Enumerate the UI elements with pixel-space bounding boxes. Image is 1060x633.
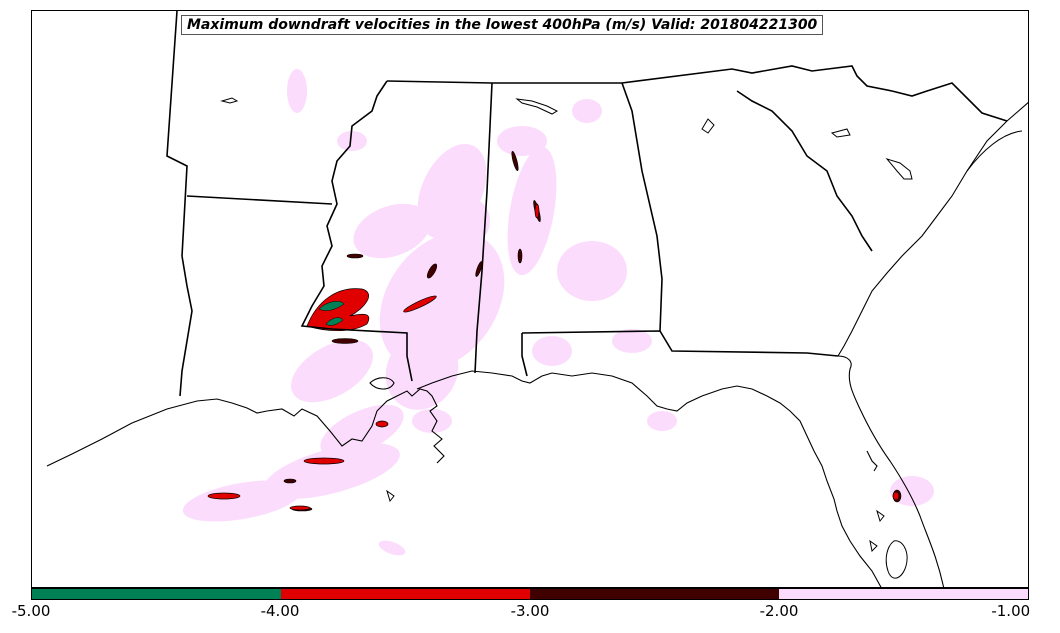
coastline: [46, 102, 1028, 587]
colorbar: [31, 588, 1029, 600]
state-borders: [166, 11, 1008, 397]
map-title: Maximum downdraft velocities in the lowe…: [181, 15, 824, 35]
colorbar-segment: [281, 589, 530, 599]
colorbar-tick-label: -5.00: [11, 602, 51, 620]
extreme-downdraft-areas: [318, 301, 345, 326]
colorbar-tick-label: -1.00: [991, 602, 1031, 620]
lakes-islands: [220, 97, 913, 579]
map-canvas: [46, 11, 1028, 587]
colorbar-tick-label: -4.00: [260, 602, 300, 620]
weak-downdraft-areas: [182, 69, 934, 556]
colorbar-segment: [530, 589, 779, 599]
map-frame: [31, 10, 1029, 588]
strong-downdraft-areas: [207, 203, 900, 511]
colorbar-tick-label: -2.00: [759, 602, 799, 620]
colorbar-tick-label: -3.00: [510, 602, 550, 620]
colorbar-segment: [32, 589, 281, 599]
colorbar-segment: [779, 589, 1028, 599]
